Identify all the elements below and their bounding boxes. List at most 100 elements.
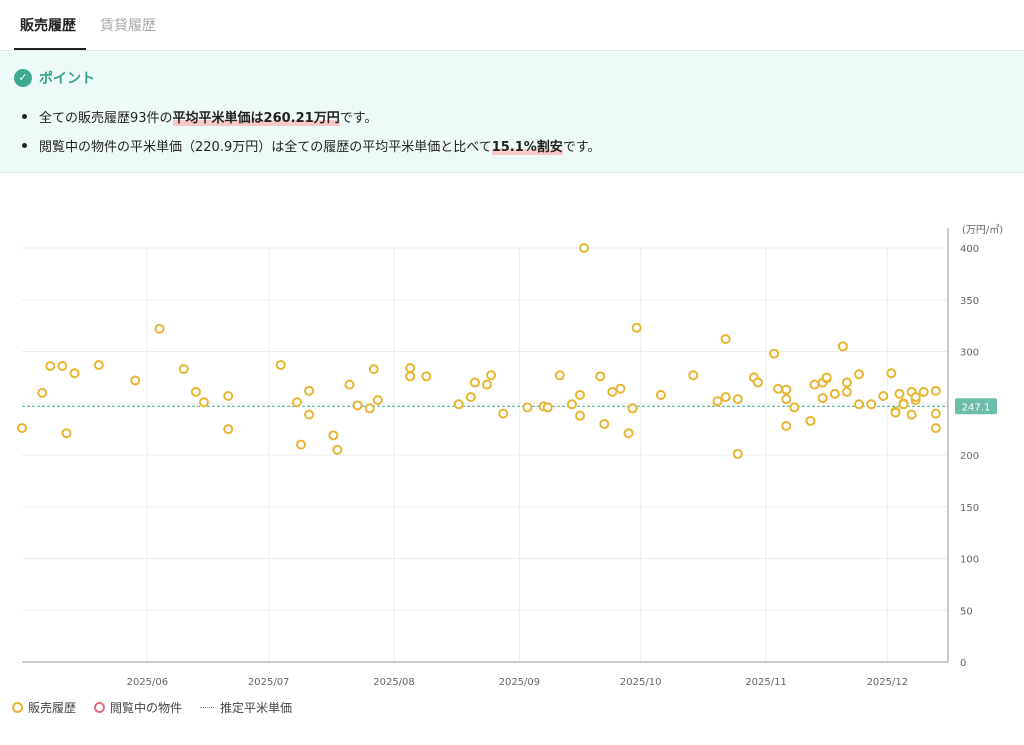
bullet-dot-icon	[22, 114, 27, 119]
data-point	[469, 377, 480, 388]
data-point	[575, 389, 586, 400]
data-point	[223, 391, 234, 402]
data-point	[69, 368, 80, 379]
data-point	[878, 391, 889, 402]
data-point	[886, 368, 897, 379]
legend-sales[interactable]: 販売履歴	[12, 699, 76, 716]
y-tick-label: 150	[960, 503, 979, 514]
y-tick-label: 200	[960, 451, 979, 462]
data-point	[623, 428, 634, 439]
data-point	[841, 377, 852, 388]
check-icon: ✓	[14, 69, 32, 87]
legend-estimate[interactable]: 推定平米単価	[200, 699, 292, 716]
estimate-badge	[955, 398, 997, 415]
data-point	[805, 415, 816, 426]
data-point	[291, 397, 302, 408]
data-point	[130, 375, 141, 386]
data-point	[223, 424, 234, 435]
legend-viewing-marker	[94, 702, 106, 713]
data-point	[627, 403, 638, 414]
data-point	[554, 370, 565, 381]
point-text: です。	[562, 140, 601, 155]
data-point	[607, 386, 618, 397]
data-point	[821, 372, 832, 383]
data-point	[817, 393, 828, 404]
active-tab-indicator	[14, 48, 86, 50]
data-point	[498, 408, 509, 419]
data-point	[453, 399, 464, 410]
data-point	[522, 402, 533, 413]
data-point	[486, 370, 497, 381]
point-title: ポイント	[39, 71, 95, 87]
data-point	[720, 334, 731, 345]
x-tick-label: 2025/10	[620, 677, 662, 688]
data-point	[542, 402, 553, 413]
data-point	[154, 323, 165, 334]
data-point	[178, 364, 189, 375]
data-point	[304, 409, 315, 420]
y-tick-label: 300	[960, 348, 979, 359]
data-point	[854, 399, 865, 410]
point-text: 全ての販売履歴93件の	[39, 111, 173, 126]
y-tick-label: 400	[960, 244, 979, 255]
legend-estimate-label: 推定平米単価	[220, 701, 293, 715]
data-point	[57, 360, 68, 371]
point-highlight: 平均平米単価は260.21万円	[172, 111, 340, 126]
data-point	[332, 444, 343, 455]
tab-bar: 販売履歴 賃貸履歴	[0, 0, 1024, 51]
data-point	[368, 364, 379, 375]
data-point	[841, 386, 852, 397]
legend-viewing[interactable]: 閲覧中の物件	[94, 699, 182, 716]
data-point	[631, 322, 642, 333]
data-point	[930, 408, 941, 419]
data-point	[720, 392, 731, 403]
data-point	[837, 341, 848, 352]
point-highlight: 15.1%割安	[491, 140, 563, 155]
y-tick-label: 350	[960, 296, 979, 307]
data-point	[890, 407, 901, 418]
data-point	[688, 370, 699, 381]
x-tick-label: 2025/09	[499, 677, 541, 688]
x-tick-label: 2025/08	[373, 677, 415, 688]
data-point	[898, 399, 909, 410]
data-point	[304, 385, 315, 396]
data-point	[405, 371, 416, 382]
data-point	[732, 394, 743, 405]
data-point	[918, 386, 929, 397]
data-point	[769, 348, 780, 359]
data-point	[575, 410, 586, 421]
data-point	[781, 384, 792, 395]
x-tick-label: 2025/07	[248, 677, 290, 688]
y-tick-label: 50	[960, 606, 973, 617]
data-point	[37, 387, 48, 398]
y-tick-label: 100	[960, 555, 979, 566]
data-point	[344, 379, 355, 390]
data-point	[930, 385, 941, 396]
y-axis-unit: (万円/㎡)	[962, 224, 1003, 236]
x-tick-label: 2025/12	[867, 677, 909, 688]
bullet-dot-icon	[22, 143, 27, 148]
legend-sales-marker	[12, 702, 23, 713]
data-point	[45, 360, 56, 371]
data-point	[93, 359, 104, 370]
data-point	[296, 439, 307, 450]
data-point	[809, 379, 820, 390]
tab-sales-history[interactable]: 販売履歴	[20, 18, 76, 34]
tab-rental-history[interactable]: 賃貸履歴	[100, 18, 156, 34]
data-point	[599, 418, 610, 429]
data-point	[732, 448, 743, 459]
data-point	[866, 399, 877, 410]
data-point	[781, 394, 792, 405]
data-point	[352, 400, 363, 411]
data-point	[789, 402, 800, 413]
data-point	[655, 389, 666, 400]
data-point	[566, 399, 577, 410]
data-point	[615, 383, 626, 394]
data-point	[712, 396, 723, 407]
data-point	[405, 363, 416, 374]
data-point	[829, 388, 840, 399]
data-point	[595, 371, 606, 382]
data-point	[17, 423, 27, 434]
x-tick-label: 2025/06	[127, 677, 169, 688]
